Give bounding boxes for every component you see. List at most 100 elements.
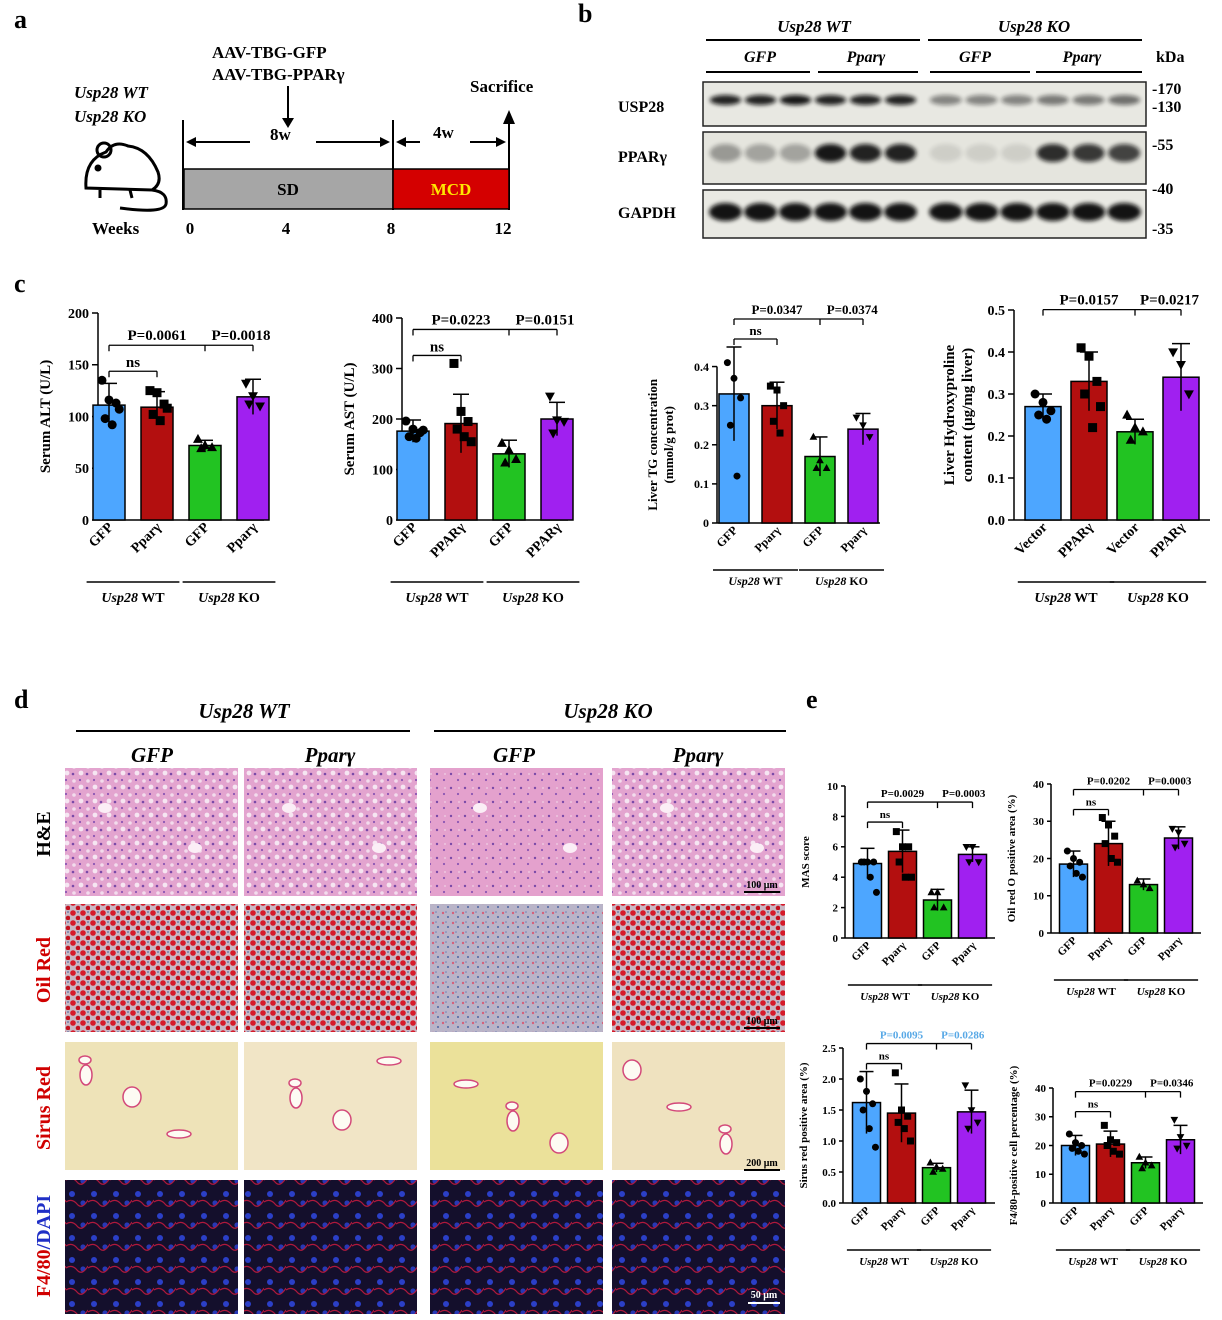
p-value-label: P=0.0347: [751, 302, 803, 317]
group-label-gene: Usp28: [198, 591, 235, 606]
data-point: [1103, 1142, 1111, 1149]
data-point: [1080, 1150, 1088, 1158]
y-axis-label: F4/80-positive cell percentage (%): [1008, 1065, 1020, 1225]
bar-1: [1024, 405, 1062, 521]
data-point: [1042, 414, 1052, 424]
y-tick-label: 0: [386, 514, 393, 529]
y-tick-label: 0.3: [694, 399, 709, 413]
data-point: [452, 424, 462, 434]
gapdh-band: [884, 203, 917, 221]
data-point: [900, 1125, 908, 1133]
group-label: Usp28 KO: [1139, 1256, 1188, 1268]
group-label-genotype: WT: [1097, 1256, 1119, 1268]
bar-1: [396, 430, 430, 521]
data-point: [737, 394, 745, 402]
category-label: Pparγ: [838, 523, 870, 555]
p-value-label: P=0.0374: [827, 302, 879, 317]
sd-diet-label: SD: [277, 180, 299, 199]
group-label-gene: Usp28: [1034, 591, 1071, 606]
scale-bar-sirus: 200 μm: [746, 1158, 778, 1169]
scale-bar-if: 50 μm: [751, 1290, 778, 1301]
data-point: [148, 409, 158, 419]
data-point: [1068, 1144, 1076, 1152]
category-label: GFP: [1127, 1204, 1151, 1228]
data-point: [145, 386, 155, 396]
data-point: [816, 456, 824, 464]
micrograph-oilred-4: [612, 904, 785, 1032]
data-point: [104, 395, 114, 405]
y-tick-label: 10: [1035, 1169, 1047, 1181]
category-label: PPARγ: [524, 520, 565, 561]
data-point: [733, 472, 741, 480]
data-point: [968, 844, 977, 851]
bar-2: [761, 404, 793, 524]
group-label: Usp28 WT: [1066, 986, 1116, 998]
data-point: [248, 392, 258, 402]
group-label-gene: Usp28: [728, 574, 759, 588]
data-point: [865, 1125, 873, 1133]
y-tick-label: 4: [833, 872, 839, 884]
panel-label-c: c: [14, 269, 26, 298]
data-point: [155, 416, 165, 426]
category-label: Pparγ: [880, 940, 909, 969]
data-point: [930, 903, 938, 911]
group-label-gene: Usp28: [1068, 1256, 1097, 1268]
ppar-band: [965, 144, 998, 162]
blot-group-wt: Usp28 WT: [777, 17, 851, 36]
data-point: [773, 386, 781, 394]
category-label: Pparγ: [950, 940, 979, 969]
p-value-label: P=0.0217: [1140, 293, 1199, 309]
data-point: [404, 432, 414, 442]
ppar-band: [929, 144, 962, 162]
marker-35: -35: [1152, 221, 1173, 238]
row-label-oilred: Oil Red: [33, 937, 55, 1003]
kda-label: kDa: [1156, 49, 1184, 66]
data-point: [926, 1158, 935, 1166]
weeks-label: Weeks: [92, 219, 140, 238]
micrograph-f480-dapi-1: [65, 1180, 238, 1314]
p-value-label: P=0.0229: [1089, 1078, 1133, 1090]
week-tick-12: 12: [495, 219, 512, 238]
usp28-band: [744, 95, 777, 105]
data-point: [511, 454, 521, 463]
data-point: [1130, 422, 1140, 432]
y-axis-label: Liver TG concentration: [645, 378, 660, 510]
data-point: [1174, 829, 1183, 837]
y-tick-label: 200: [68, 307, 89, 322]
group-label-gene: Usp28: [859, 1256, 888, 1268]
data-point: [545, 392, 555, 402]
blot-label-gapdh: GAPDH: [618, 205, 676, 222]
data-point: [769, 417, 777, 425]
data-point: [552, 416, 562, 426]
data-point: [859, 1106, 867, 1114]
ns-label: ns: [126, 355, 140, 371]
data-point: [869, 1100, 877, 1108]
y-tick-label: 0.4: [988, 346, 1006, 361]
y-axis-label: Oil red O positive area (%): [1006, 794, 1018, 922]
data-point: [1115, 1150, 1123, 1158]
data-point: [97, 375, 107, 385]
category-label: Vector: [1012, 520, 1050, 558]
micrograph-f480-dapi-4: [612, 1180, 785, 1314]
y-tick-label: 20: [1035, 1140, 1047, 1152]
y-tick-label: 8: [833, 811, 839, 823]
data-point: [1182, 1142, 1191, 1150]
micrograph-oilred-3: [430, 904, 603, 1032]
ppar-band: [1072, 144, 1105, 162]
bar-3: [1130, 1162, 1161, 1204]
category-label: GFP: [86, 520, 117, 551]
y-tick-label: 2.0: [822, 1074, 836, 1086]
ppar-band: [814, 144, 847, 162]
group-label-genotype: WT: [442, 591, 469, 606]
data-point: [892, 828, 900, 836]
data-point: [1113, 1139, 1121, 1147]
gapdh-band: [709, 203, 742, 221]
micrograph-f480-dapi-3: [430, 1180, 603, 1314]
data-point: [1168, 825, 1177, 833]
group-label-genotype: KO: [846, 574, 868, 588]
micrograph-oilred-2: [244, 904, 417, 1032]
category-label: GFP: [486, 520, 517, 551]
data-point: [1066, 862, 1074, 870]
panel-a-timeline: Usp28 WT Usp28 KO Weeks AAV-TBG-GFP AAV-…: [74, 43, 534, 238]
data-point: [1096, 402, 1106, 412]
